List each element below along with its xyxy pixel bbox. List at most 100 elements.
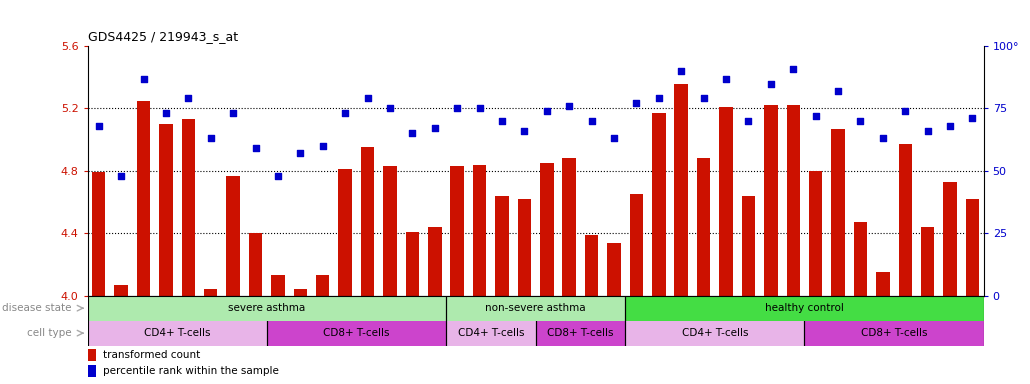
Bar <box>898 144 912 296</box>
Point <box>852 118 868 124</box>
Point <box>404 130 420 136</box>
Point <box>314 143 331 149</box>
Point <box>830 88 847 94</box>
Bar <box>787 105 800 296</box>
Text: healthy control: healthy control <box>765 303 844 313</box>
Point <box>606 135 622 141</box>
Point <box>673 68 689 74</box>
Text: non-severe asthma: non-severe asthma <box>485 303 586 313</box>
Text: cell type: cell type <box>27 328 72 338</box>
Point <box>516 128 533 134</box>
Bar <box>88 296 446 321</box>
Bar <box>877 272 890 296</box>
Bar <box>697 158 711 296</box>
Bar <box>675 83 688 296</box>
Point <box>180 95 197 101</box>
Bar <box>831 129 845 296</box>
Bar <box>137 101 150 296</box>
Point <box>135 76 151 82</box>
Bar <box>742 196 755 296</box>
Point <box>472 106 488 112</box>
Bar <box>804 321 984 346</box>
Bar <box>495 196 509 296</box>
Point <box>941 123 958 129</box>
Bar <box>339 169 352 296</box>
Text: CD4+ T-cells: CD4+ T-cells <box>682 328 748 338</box>
Text: CD8+ T-cells: CD8+ T-cells <box>547 328 614 338</box>
Point <box>91 123 107 129</box>
Point <box>203 135 219 141</box>
Point <box>785 65 801 71</box>
Point <box>225 111 241 117</box>
Bar <box>446 321 536 346</box>
Point <box>561 103 578 109</box>
Bar <box>764 105 778 296</box>
Point <box>762 81 779 87</box>
Point <box>337 111 353 117</box>
Point <box>539 108 555 114</box>
Bar <box>267 321 446 346</box>
Bar <box>540 163 553 296</box>
Bar <box>450 166 464 296</box>
Bar <box>428 227 442 296</box>
Point <box>964 116 981 122</box>
Bar <box>943 182 957 296</box>
Bar <box>625 296 984 321</box>
Point <box>493 118 510 124</box>
Bar <box>536 321 625 346</box>
Text: CD8+ T-cells: CD8+ T-cells <box>323 328 389 338</box>
Text: severe asthma: severe asthma <box>229 303 306 313</box>
Bar <box>383 166 397 296</box>
Bar <box>518 199 531 296</box>
Bar <box>316 275 330 296</box>
Bar <box>809 171 822 296</box>
Bar <box>446 296 625 321</box>
Point <box>158 111 174 117</box>
Bar <box>629 194 643 296</box>
Point <box>293 150 309 156</box>
Bar <box>249 233 263 296</box>
Bar <box>160 124 173 296</box>
Point <box>741 118 757 124</box>
Bar <box>966 199 980 296</box>
Point <box>359 95 376 101</box>
Text: disease state: disease state <box>2 303 72 313</box>
Bar <box>652 113 665 296</box>
Point <box>808 113 824 119</box>
Point <box>247 145 264 151</box>
Point <box>695 95 712 101</box>
Text: CD8+ T-cells: CD8+ T-cells <box>861 328 927 338</box>
Bar <box>473 165 486 296</box>
Bar <box>406 232 419 296</box>
Bar <box>88 321 267 346</box>
Bar <box>585 235 598 296</box>
Bar <box>88 365 96 377</box>
Bar <box>92 172 105 296</box>
Bar <box>114 285 128 296</box>
Bar <box>921 227 934 296</box>
Bar <box>88 349 96 361</box>
Point <box>449 106 466 112</box>
Bar <box>719 107 732 296</box>
Bar <box>271 275 284 296</box>
Text: CD4+ T-cells: CD4+ T-cells <box>457 328 524 338</box>
Point <box>897 108 914 114</box>
Bar <box>360 147 374 296</box>
Point <box>651 95 667 101</box>
Bar <box>204 290 217 296</box>
Point <box>270 173 286 179</box>
Point <box>583 118 599 124</box>
Text: transformed count: transformed count <box>103 350 201 360</box>
Point <box>382 106 399 112</box>
Point <box>113 173 130 179</box>
Bar <box>625 321 804 346</box>
Point <box>874 135 891 141</box>
Text: percentile rank within the sample: percentile rank within the sample <box>103 366 279 376</box>
Bar <box>562 158 576 296</box>
Bar <box>227 175 240 296</box>
Bar <box>854 222 867 296</box>
Point <box>920 128 936 134</box>
Point <box>628 101 645 107</box>
Text: GDS4425 / 219943_s_at: GDS4425 / 219943_s_at <box>88 30 238 43</box>
Point <box>426 125 443 131</box>
